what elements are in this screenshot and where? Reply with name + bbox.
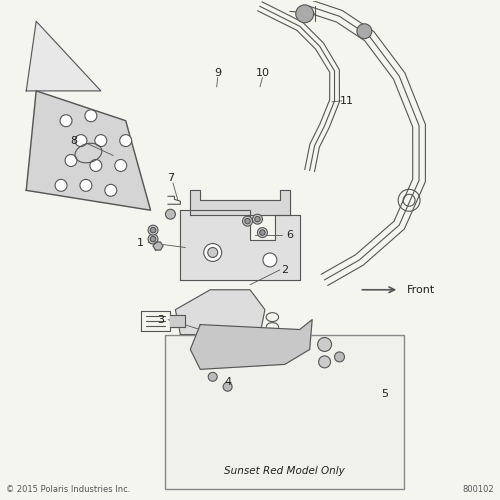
Text: 1: 1	[137, 238, 144, 248]
Polygon shape	[26, 22, 101, 91]
Circle shape	[75, 134, 87, 146]
Circle shape	[150, 228, 156, 233]
Polygon shape	[190, 320, 312, 370]
Bar	[166, 334, 404, 488]
Circle shape	[204, 244, 222, 262]
Text: Sunset Red Model Only: Sunset Red Model Only	[224, 466, 345, 476]
Polygon shape	[190, 190, 290, 215]
Circle shape	[258, 228, 268, 237]
Circle shape	[252, 214, 262, 224]
Circle shape	[263, 253, 277, 267]
Circle shape	[208, 248, 218, 258]
Circle shape	[120, 134, 132, 146]
Text: 10: 10	[256, 68, 270, 78]
Text: 5: 5	[381, 389, 388, 399]
Circle shape	[318, 338, 332, 351]
Circle shape	[254, 216, 260, 222]
Circle shape	[90, 160, 102, 172]
Text: Front: Front	[406, 285, 435, 295]
Polygon shape	[180, 210, 300, 280]
Polygon shape	[170, 314, 186, 327]
Circle shape	[148, 225, 158, 235]
Circle shape	[148, 234, 158, 244]
Circle shape	[60, 115, 72, 126]
Circle shape	[357, 24, 372, 38]
Circle shape	[260, 230, 265, 235]
Circle shape	[115, 160, 126, 172]
Circle shape	[242, 216, 252, 226]
Text: 8: 8	[70, 136, 77, 145]
Polygon shape	[153, 242, 163, 250]
Text: 2: 2	[281, 265, 288, 275]
Text: 6: 6	[286, 230, 294, 240]
Text: 3: 3	[157, 314, 164, 324]
Circle shape	[223, 382, 232, 391]
Circle shape	[80, 180, 92, 192]
Text: 7: 7	[167, 173, 174, 183]
Circle shape	[296, 5, 314, 23]
Polygon shape	[176, 290, 265, 335]
Circle shape	[95, 134, 107, 146]
Text: 800102: 800102	[462, 484, 494, 494]
Circle shape	[85, 110, 97, 122]
Circle shape	[150, 236, 156, 242]
Circle shape	[318, 356, 330, 368]
Text: 11: 11	[340, 96, 354, 106]
Text: © 2015 Polaris Industries Inc.: © 2015 Polaris Industries Inc.	[6, 484, 130, 494]
Circle shape	[166, 209, 175, 219]
Circle shape	[65, 154, 77, 166]
Circle shape	[55, 180, 67, 192]
Text: 9: 9	[214, 68, 221, 78]
Circle shape	[245, 218, 250, 224]
Text: 4: 4	[224, 377, 231, 387]
Circle shape	[208, 372, 217, 382]
Polygon shape	[26, 91, 150, 210]
Circle shape	[105, 184, 117, 196]
Circle shape	[334, 352, 344, 362]
